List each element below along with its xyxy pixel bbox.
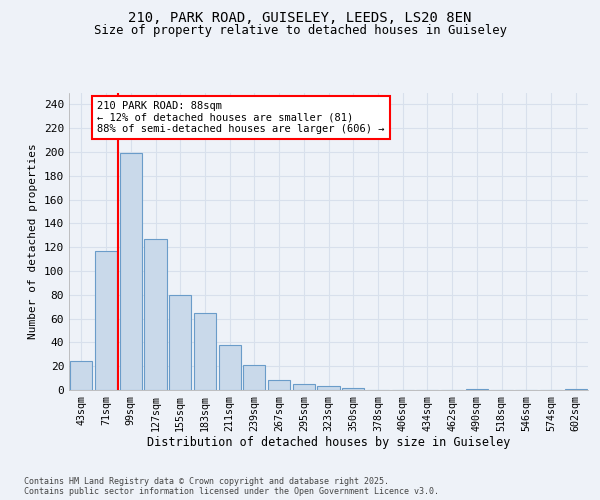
X-axis label: Distribution of detached houses by size in Guiseley: Distribution of detached houses by size … bbox=[147, 436, 510, 450]
Text: 210 PARK ROAD: 88sqm
← 12% of detached houses are smaller (81)
88% of semi-detac: 210 PARK ROAD: 88sqm ← 12% of detached h… bbox=[97, 101, 385, 134]
Bar bbox=[342, 388, 364, 390]
Bar bbox=[95, 251, 117, 390]
Bar bbox=[317, 386, 340, 390]
Bar bbox=[268, 380, 290, 390]
Bar bbox=[194, 312, 216, 390]
Bar bbox=[119, 153, 142, 390]
Text: Size of property relative to detached houses in Guiseley: Size of property relative to detached ho… bbox=[94, 24, 506, 37]
Bar bbox=[565, 389, 587, 390]
Bar bbox=[243, 365, 265, 390]
Text: Contains public sector information licensed under the Open Government Licence v3: Contains public sector information licen… bbox=[24, 487, 439, 496]
Bar bbox=[70, 362, 92, 390]
Bar bbox=[218, 345, 241, 390]
Bar bbox=[293, 384, 315, 390]
Text: 210, PARK ROAD, GUISELEY, LEEDS, LS20 8EN: 210, PARK ROAD, GUISELEY, LEEDS, LS20 8E… bbox=[128, 11, 472, 25]
Bar bbox=[169, 295, 191, 390]
Y-axis label: Number of detached properties: Number of detached properties bbox=[28, 144, 38, 339]
Bar bbox=[466, 389, 488, 390]
Bar bbox=[145, 239, 167, 390]
Text: Contains HM Land Registry data © Crown copyright and database right 2025.: Contains HM Land Registry data © Crown c… bbox=[24, 477, 389, 486]
